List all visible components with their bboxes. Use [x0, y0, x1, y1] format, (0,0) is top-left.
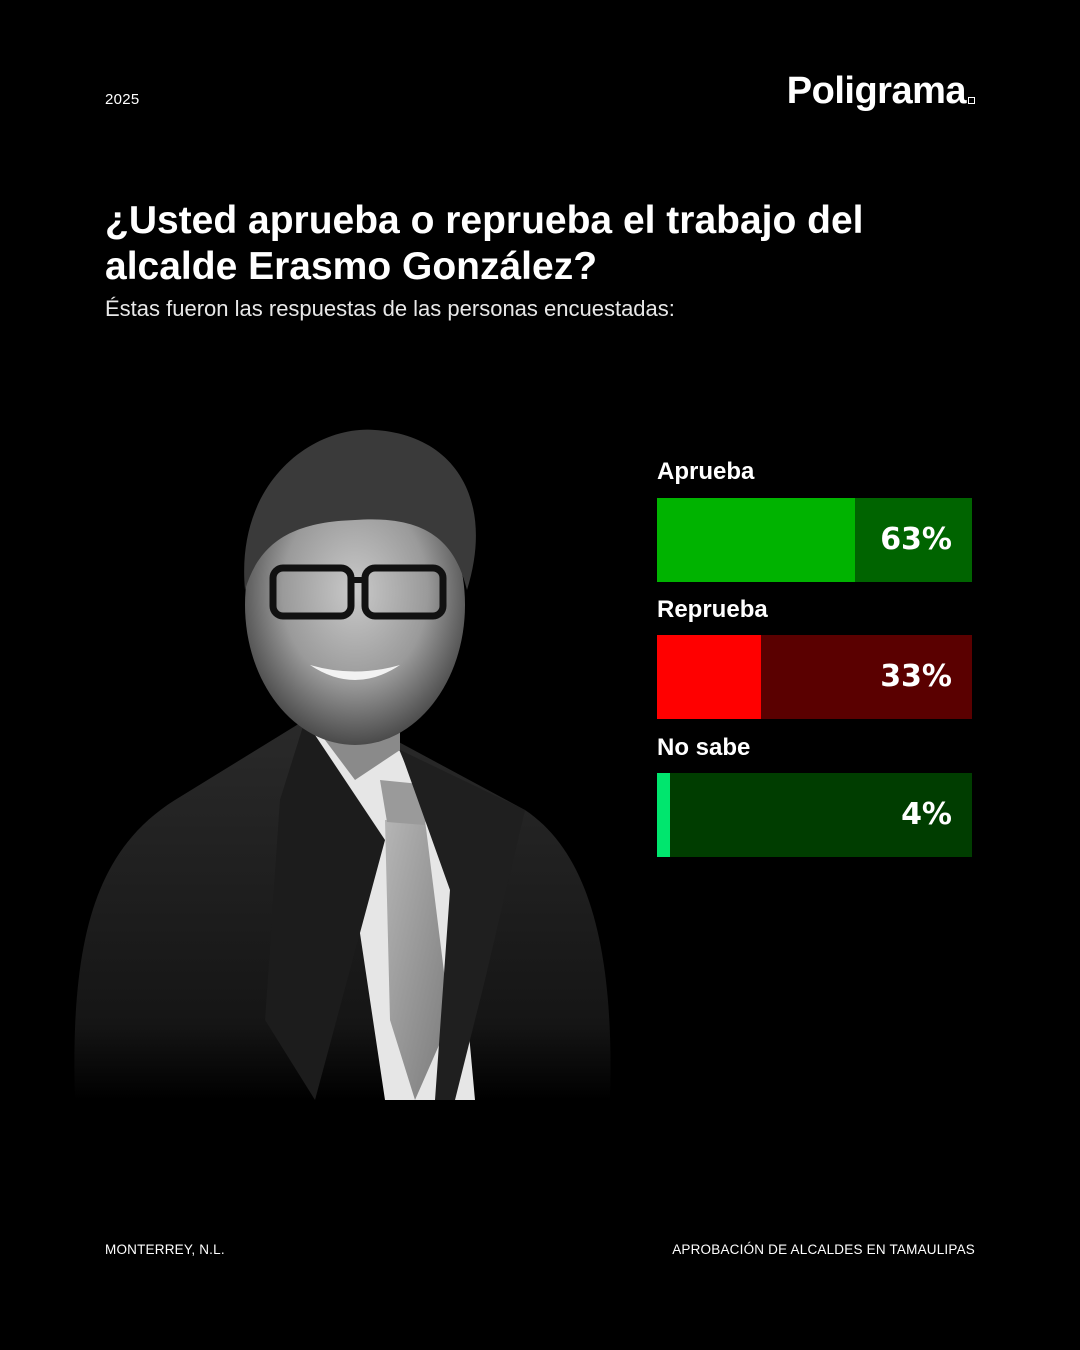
bar-value-label: 4%: [901, 797, 952, 832]
bar-track: 33%: [657, 635, 972, 719]
portrait-image: [74, 429, 611, 1100]
bar-fill: [657, 635, 761, 719]
bar-track: 63%: [657, 498, 972, 582]
bar-track: 4%: [657, 773, 972, 857]
chart-subtitle: Éstas fueron las respuestas de las perso…: [105, 296, 675, 321]
footer-location: MONTERREY, N.L.: [105, 1242, 225, 1257]
brand-name: Poligrama: [786, 70, 967, 112]
bar-fill: [657, 773, 670, 857]
bar-category-label: Aprueba: [657, 458, 755, 485]
bar-fill: [657, 498, 856, 582]
brand-logo: Poligrama: [787, 70, 975, 113]
bar-value-label: 33%: [880, 659, 952, 694]
bar-value-label: 63%: [880, 522, 952, 557]
bar-category-label: Reprueba: [657, 596, 768, 623]
chart-title: ¿Usted aprueba o reprueba el trabajo del…: [105, 199, 864, 288]
year-label: 2025: [105, 91, 140, 108]
bar-category-label: No sabe: [657, 734, 751, 761]
brand-dot-icon: [968, 97, 975, 104]
footer-series-title: APROBACIÓN DE ALCALDES EN TAMAULIPAS: [672, 1242, 975, 1257]
